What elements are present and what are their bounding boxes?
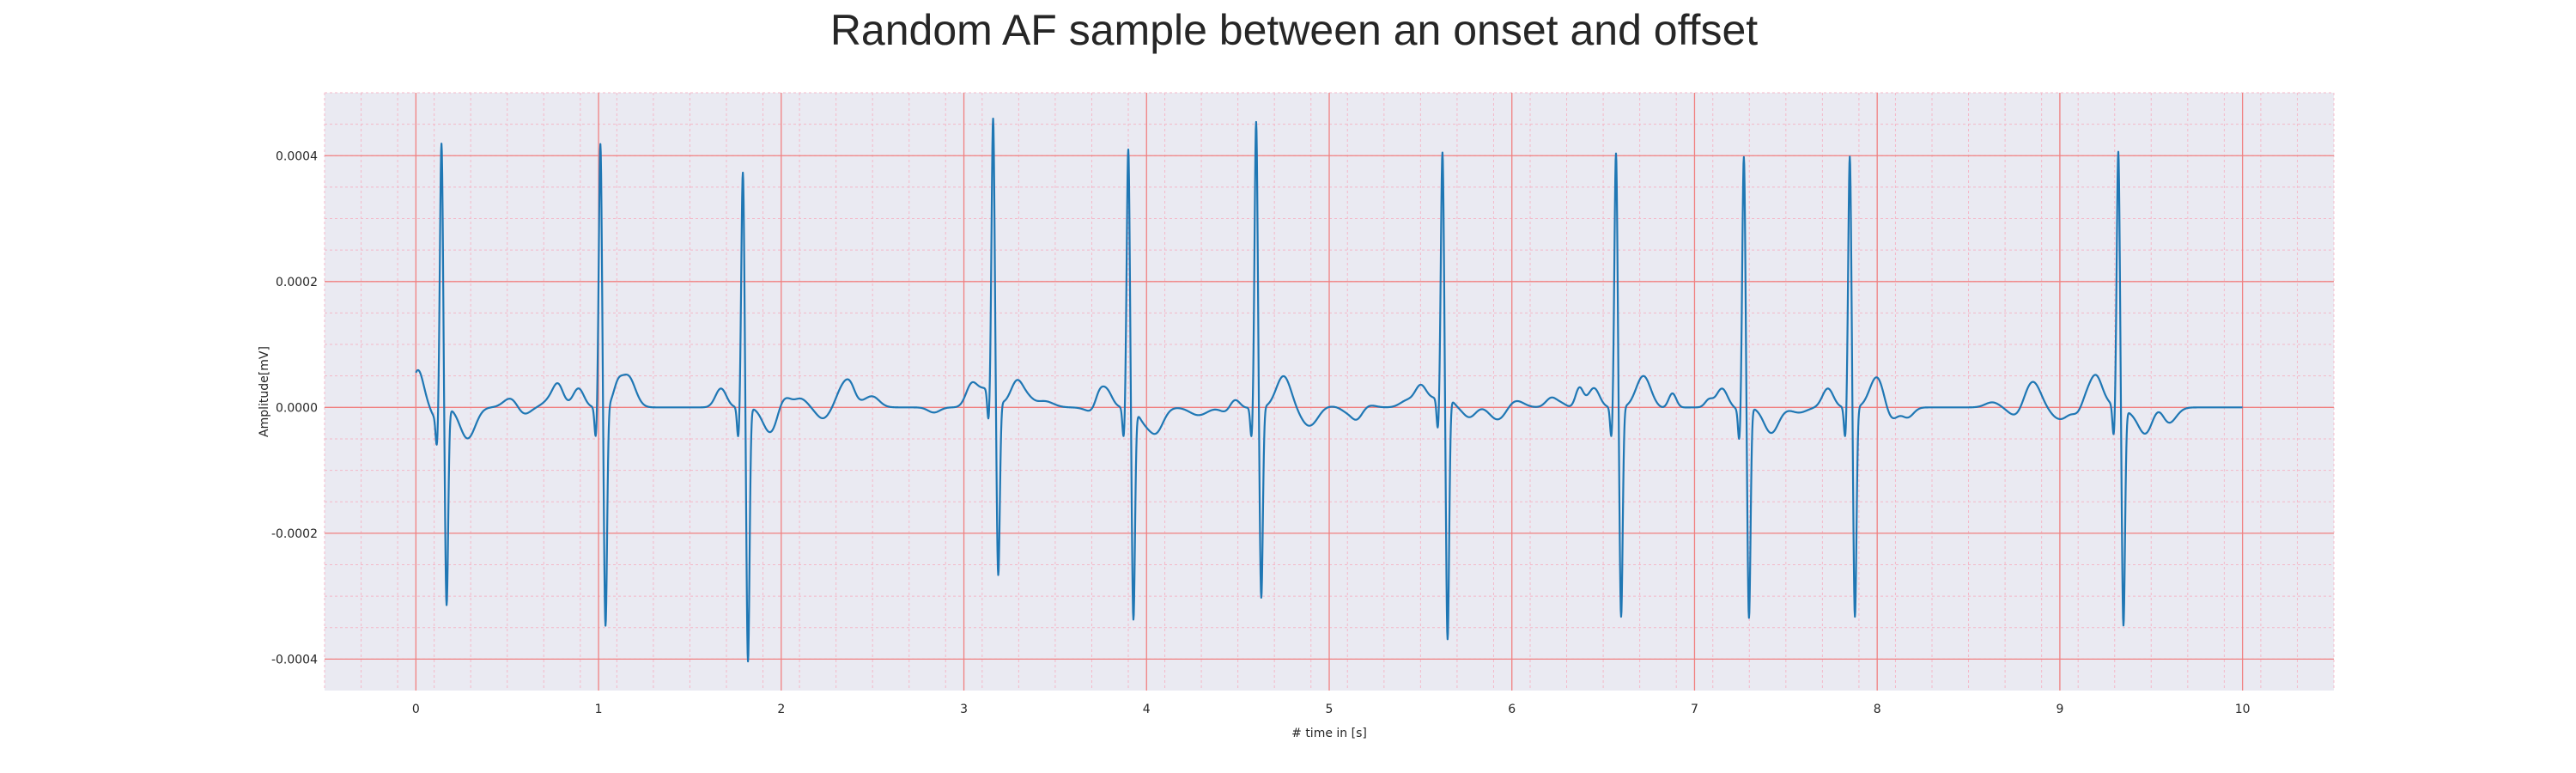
x-tick-label: 9: [2056, 703, 2063, 716]
x-tick-label: 3: [960, 703, 968, 716]
y-tick-label: 0.0000: [276, 401, 318, 415]
y-axis-label: Amplitude[mV]: [258, 346, 271, 437]
x-tick-label: 10: [2235, 703, 2251, 716]
y-tick-label: -0.0004: [271, 653, 318, 666]
x-tick-labels: 0 1 2 3 4 5 6 7 8 9 10: [412, 703, 2251, 716]
x-tick-label: 6: [1508, 703, 1516, 716]
x-tick-label: 1: [595, 703, 603, 716]
y-tick-label: 0.0002: [276, 276, 318, 289]
y-tick-label: 0.0004: [276, 149, 318, 163]
y-tick-label: -0.0002: [271, 527, 318, 541]
x-axis-label: # time in [s]: [1291, 727, 1367, 740]
x-tick-label: 7: [1691, 703, 1698, 716]
y-tick-labels: -0.0004 -0.0002 0.0000 0.0002 0.0004: [271, 149, 318, 666]
x-tick-label: 0: [412, 703, 420, 716]
ecg-signal-line: [415, 117, 2244, 663]
chart-title: Random AF sample between an onset and of…: [830, 6, 1758, 54]
x-tick-label: 8: [1874, 703, 1881, 716]
x-tick-label: 5: [1326, 703, 1334, 716]
x-tick-label: 2: [777, 703, 785, 716]
x-tick-label: 4: [1143, 703, 1151, 716]
